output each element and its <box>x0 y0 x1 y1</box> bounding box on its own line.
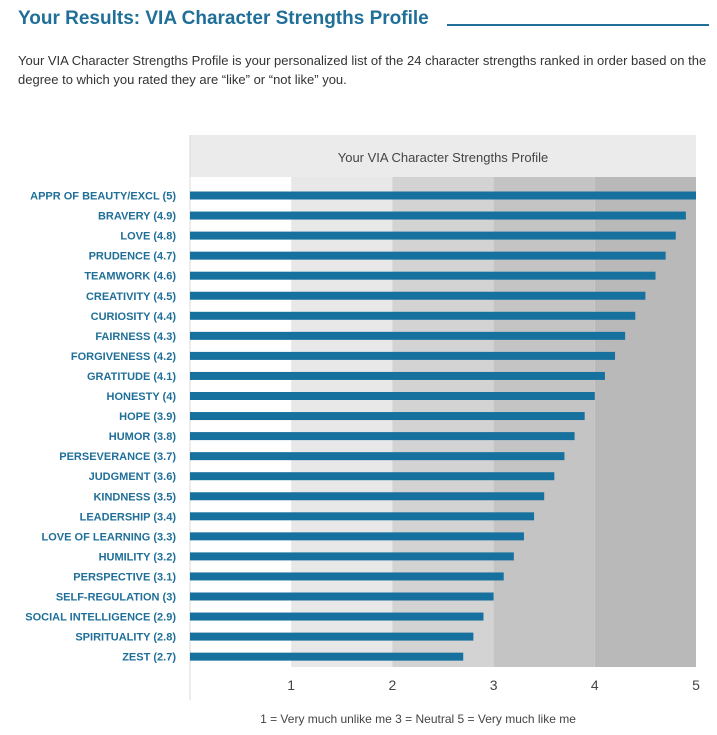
category-label-16: LEADERSHIP (3.4) <box>80 511 177 523</box>
bar-13 <box>190 452 565 461</box>
x-tick-label-3: 3 <box>490 677 498 693</box>
bar-23 <box>190 652 464 661</box>
bar-9 <box>190 371 605 380</box>
bar-21 <box>190 612 484 621</box>
bar-12 <box>190 432 575 441</box>
x-tick-label-4: 4 <box>591 677 599 693</box>
category-label-14: JUDGMENT (3.6) <box>89 471 177 483</box>
category-label-18: HUMILITY (3.2) <box>99 551 177 563</box>
background-band <box>594 177 696 667</box>
bar-5 <box>190 291 646 300</box>
category-label-4: TEAMWORK (4.6) <box>84 271 176 283</box>
category-label-6: CURIOSITY (4.4) <box>91 311 177 323</box>
title-underline <box>447 24 709 26</box>
bar-16 <box>190 512 535 521</box>
category-label-21: SOCIAL INTELLIGENCE (2.9) <box>25 612 176 624</box>
category-label-13: PERSEVERANCE (3.7) <box>59 451 176 463</box>
category-label-3: PRUDENCE (4.7) <box>89 251 177 263</box>
background-band <box>493 177 595 667</box>
category-label-23: ZEST (2.7) <box>122 652 176 664</box>
category-label-20: SELF-REGULATION (3) <box>56 592 177 604</box>
bar-3 <box>190 251 666 260</box>
page-title: Your Results: VIA Character Strengths Pr… <box>18 8 429 29</box>
category-label-7: FAIRNESS (4.3) <box>95 331 176 343</box>
bar-11 <box>190 412 585 421</box>
category-label-15: KINDNESS (3.5) <box>93 491 176 503</box>
category-label-11: HOPE (3.9) <box>119 411 176 423</box>
bar-17 <box>190 532 524 541</box>
category-label-2: LOVE (4.8) <box>120 231 176 243</box>
category-label-9: GRATITUDE (4.1) <box>87 371 176 383</box>
bar-10 <box>190 392 595 400</box>
category-label-19: PERSPECTIVE (3.1) <box>73 571 176 583</box>
bar-4 <box>190 271 656 280</box>
x-tick-label-2: 2 <box>389 677 397 693</box>
bar-2 <box>190 231 676 240</box>
bar-8 <box>190 351 616 360</box>
bar-0 <box>190 191 696 200</box>
bar-15 <box>190 492 545 501</box>
category-label-8: FORGIVENESS (4.2) <box>71 351 176 363</box>
bar-1 <box>190 211 686 220</box>
chart-title: Your VIA Character Strengths Profile <box>338 150 549 165</box>
category-label-22: SPIRITUALITY (2.8) <box>75 632 176 644</box>
bar-18 <box>190 552 514 561</box>
bar-20 <box>190 592 494 601</box>
scale-legend: 1 = Very much unlike me 3 = Neutral 5 = … <box>260 712 576 726</box>
category-label-17: LOVE OF LEARNING (3.3) <box>42 531 177 543</box>
bar-22 <box>190 632 474 641</box>
bar-7 <box>190 331 626 340</box>
bar-6 <box>190 311 636 320</box>
bar-19 <box>190 572 504 581</box>
category-label-1: BRAVERY (4.9) <box>98 211 176 223</box>
x-tick-label-5: 5 <box>692 677 700 693</box>
category-label-10: HONESTY (4) <box>107 391 177 403</box>
x-tick-label-1: 1 <box>287 677 295 693</box>
category-label-12: HUMOR (3.8) <box>109 431 177 443</box>
chart-title-band <box>190 135 696 177</box>
category-label-5: CREATIVITY (4.5) <box>86 291 176 303</box>
bar-14 <box>190 472 555 481</box>
intro-paragraph: Your VIA Character Strengths Profile is … <box>18 53 707 87</box>
category-label-0: APPR OF BEAUTY/EXCL (5) <box>30 191 176 203</box>
